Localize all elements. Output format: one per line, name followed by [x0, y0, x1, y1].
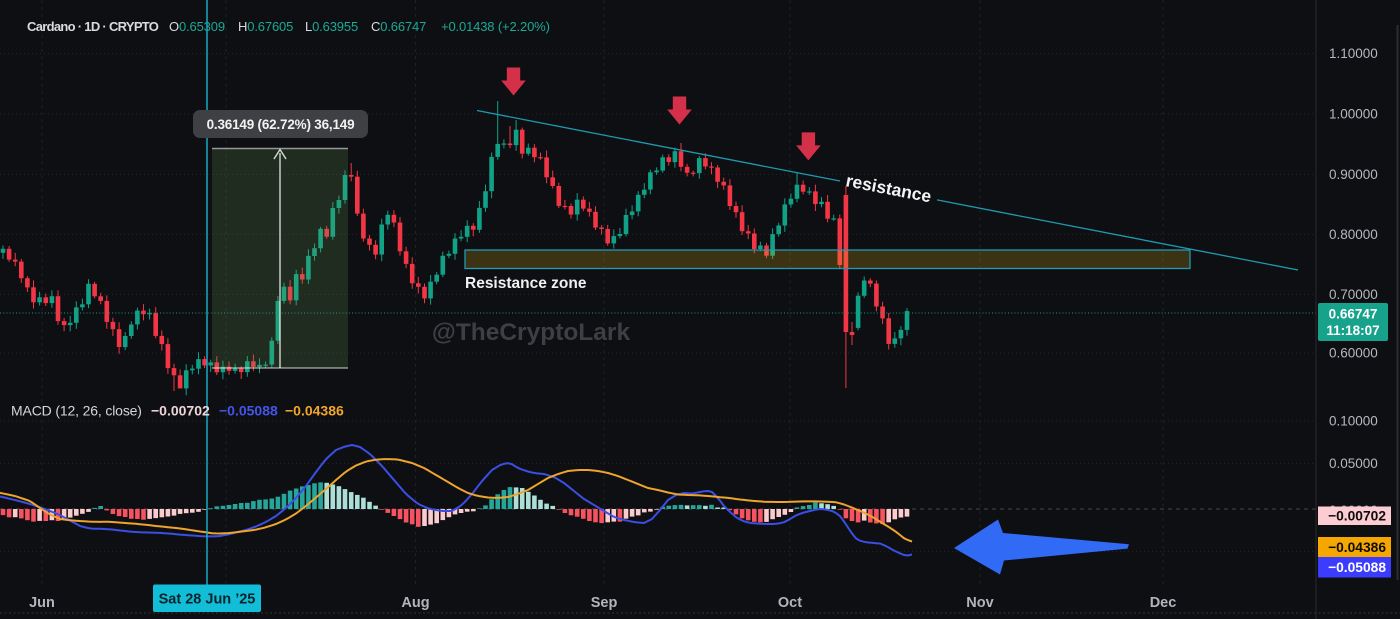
svg-text:1.00000: 1.00000 — [1329, 107, 1378, 122]
svg-text:L0.63955: L0.63955 — [305, 19, 358, 34]
svg-text:11:18:07: 11:18:07 — [1326, 323, 1379, 338]
svg-text:MACD (12, 26, close): MACD (12, 26, close) — [11, 403, 142, 419]
svg-text:−0.05088: −0.05088 — [219, 403, 278, 419]
svg-text:Sep: Sep — [591, 595, 618, 611]
svg-text:−0.05088: −0.05088 — [1328, 560, 1386, 575]
svg-text:0.70000: 0.70000 — [1329, 287, 1378, 302]
svg-text:Dec: Dec — [1150, 595, 1177, 611]
svg-text:0.80000: 0.80000 — [1329, 227, 1378, 242]
svg-text:@TheCryptoLark: @TheCryptoLark — [432, 319, 631, 346]
svg-text:H0.67605: H0.67605 — [238, 19, 293, 34]
svg-text:C0.66747: C0.66747 — [371, 19, 426, 34]
svg-text:+0.01438 (+2.20%): +0.01438 (+2.20%) — [441, 19, 550, 34]
svg-text:0.05000: 0.05000 — [1329, 456, 1378, 471]
svg-text:Sat 28 Jun ’25: Sat 28 Jun ’25 — [159, 592, 256, 608]
svg-text:−0.00702: −0.00702 — [1328, 509, 1386, 524]
svg-text:Oct: Oct — [778, 595, 802, 611]
svg-text:−0.00702: −0.00702 — [151, 403, 210, 419]
svg-text:Resistance zone: Resistance zone — [465, 275, 587, 292]
svg-text:Jun: Jun — [29, 595, 55, 611]
svg-text:O0.65309: O0.65309 — [169, 19, 225, 34]
svg-text:−0.04386: −0.04386 — [1328, 540, 1386, 555]
svg-text:0.90000: 0.90000 — [1329, 167, 1378, 182]
svg-text:0.36149 (62.72%) 36,149: 0.36149 (62.72%) 36,149 — [207, 117, 355, 132]
svg-text:Cardano · 1D · CRYPTO: Cardano · 1D · CRYPTO — [27, 19, 159, 34]
svg-text:Nov: Nov — [966, 595, 993, 611]
svg-text:0.66747: 0.66747 — [1329, 307, 1378, 322]
svg-text:1.10000: 1.10000 — [1329, 46, 1378, 61]
svg-text:0.60000: 0.60000 — [1329, 346, 1378, 361]
svg-text:−0.04386: −0.04386 — [285, 403, 344, 419]
svg-text:Aug: Aug — [401, 595, 429, 611]
svg-text:0.10000: 0.10000 — [1329, 414, 1378, 429]
